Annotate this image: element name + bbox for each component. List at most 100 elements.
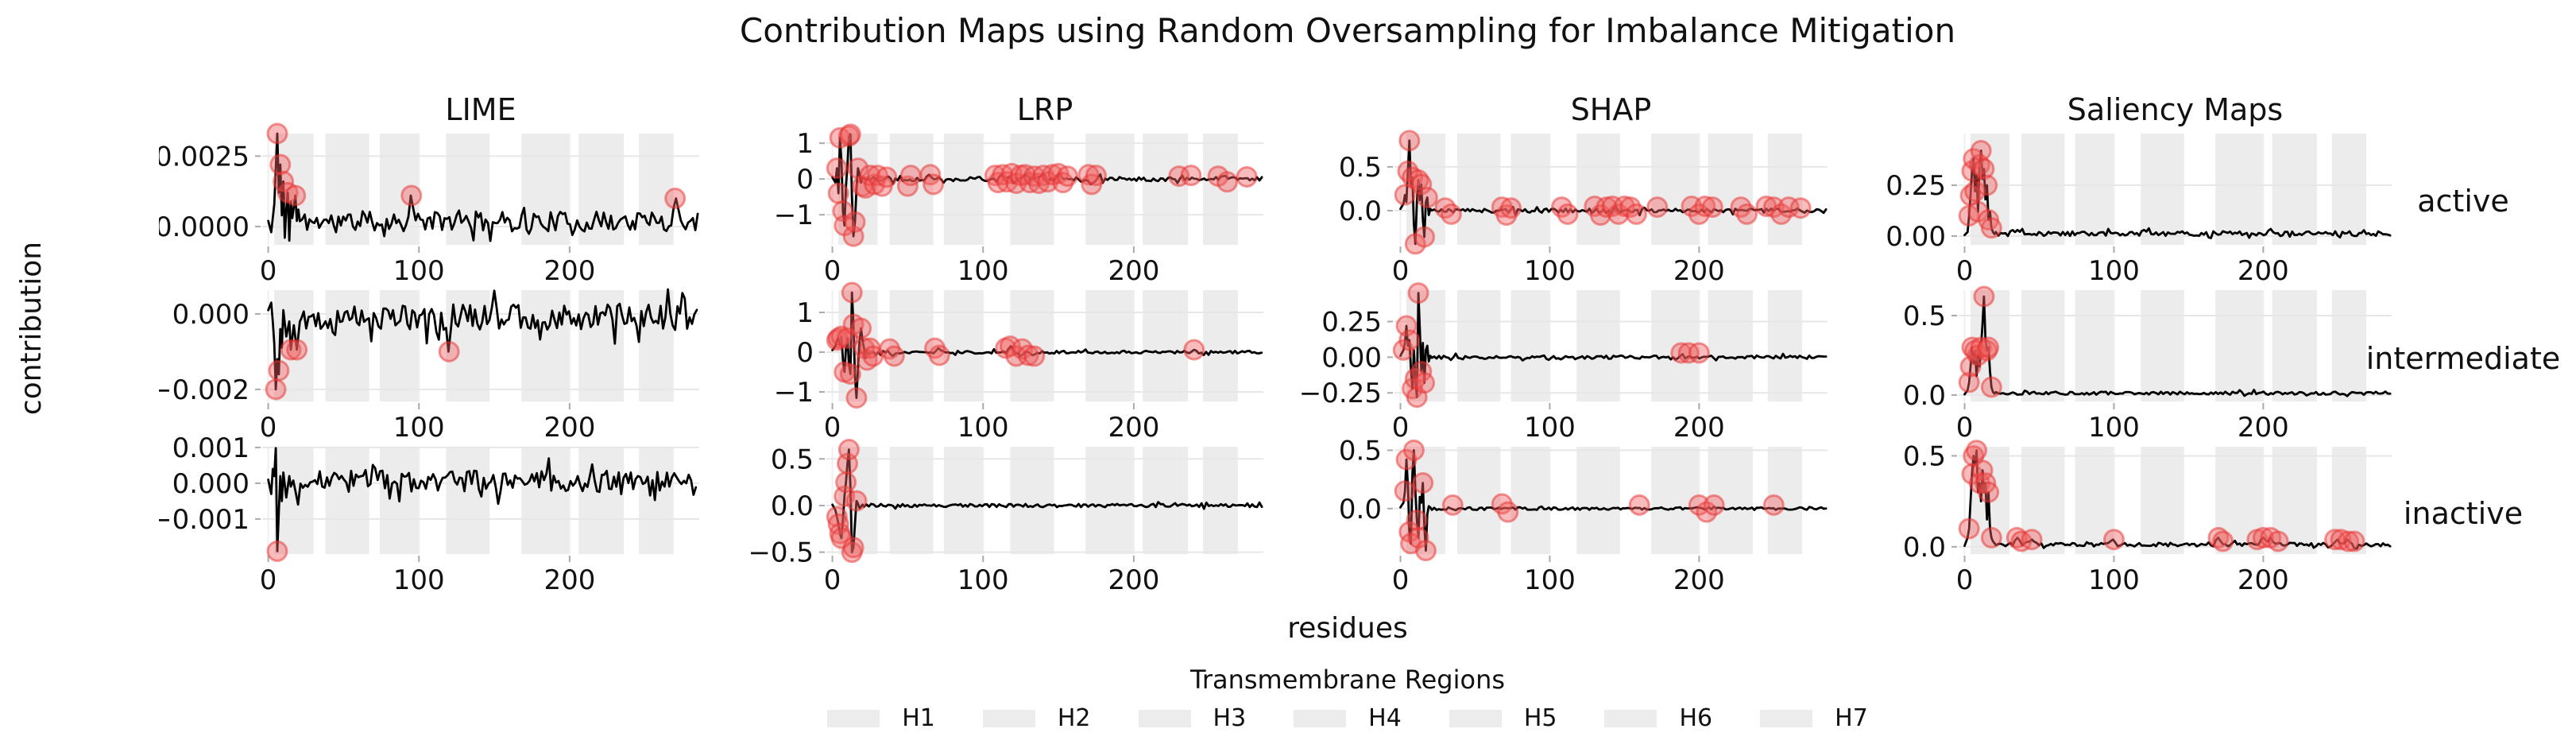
x-tick-label: 200 [2238, 255, 2289, 285]
tm-band-H7 [1767, 290, 1803, 401]
highlighted-residue-marker [827, 182, 849, 204]
tm-band-H2 [325, 447, 369, 554]
x-tick-label: 100 [1524, 412, 1576, 441]
tm-band-H7 [2331, 290, 2367, 401]
figure-title: Contribution Maps using Random Oversampl… [739, 11, 1956, 50]
y-tick-label: 0 [796, 337, 814, 369]
highlighted-residue-marker [1497, 501, 1519, 523]
tm-band-H5 [1085, 290, 1134, 401]
y-tick-label: −0.001 [159, 504, 249, 536]
x-tick-label: 200 [1673, 564, 1725, 594]
highlighted-residue-marker [1216, 171, 1238, 193]
highlighted-residue-marker [1414, 540, 1437, 562]
contribution-line [267, 447, 698, 552]
highlighted-residue-marker [266, 540, 288, 562]
highlighted-residue-marker [841, 281, 863, 304]
tm-region-swatch [1604, 709, 1657, 727]
tm-band-H3 [1510, 447, 1550, 554]
highlight-markers [265, 339, 460, 401]
legend-label: H5 [1523, 704, 1557, 732]
legend-label: H6 [1679, 704, 1713, 732]
tm-band-H2 [1456, 134, 1501, 245]
x-tick-label: 0 [1392, 255, 1410, 285]
tm-band-H3 [379, 290, 420, 401]
tm-bands [1971, 447, 2367, 554]
subplot-shap-inactive: 0 100 200 0.0 0.5 [1339, 435, 1828, 594]
tm-region-swatch [982, 709, 1035, 727]
y-tick-label: 0.00 [1886, 221, 1946, 253]
legend-item-h5: H5 [1449, 704, 1557, 732]
highlighted-residue-marker [1085, 165, 1107, 187]
highlighted-residue-marker [1406, 509, 1428, 531]
tm-bands [1406, 290, 1803, 401]
highlighted-residue-marker [1625, 203, 1647, 225]
legend-item-h3: H3 [1138, 704, 1246, 732]
tm-band-H7 [1203, 290, 1238, 401]
y-tick-label: −1 [774, 200, 814, 231]
x-tick-label: 200 [1108, 412, 1159, 441]
tm-band-H3 [943, 290, 984, 401]
contribution-line [267, 132, 699, 242]
highlighted-residue-marker [1980, 376, 2002, 398]
highlighted-residue-marker [1966, 440, 1988, 462]
legend-title: Transmembrane Regions [1189, 665, 1506, 695]
tm-band-H3 [943, 447, 984, 554]
tm-band-H3 [2075, 290, 2114, 401]
tm-band-H6 [1708, 447, 1754, 554]
tm-band-H5 [2215, 447, 2264, 554]
tm-region-swatch [1294, 709, 1347, 727]
highlighted-residue-marker [284, 184, 307, 207]
x-tick-label: 0 [1956, 564, 1974, 594]
highlighted-residue-marker [1789, 197, 1812, 219]
highlighted-residue-marker [826, 506, 848, 528]
x-tick-label: 100 [957, 412, 1009, 441]
highlighted-residue-marker [1398, 329, 1421, 351]
highlighted-residue-marker [835, 471, 857, 494]
x-tick-label: 200 [2238, 564, 2289, 594]
tm-band-H3 [2075, 447, 2114, 554]
x-tick-label: 200 [1673, 412, 1725, 441]
x-tick-label: 200 [1673, 255, 1725, 285]
highlighted-residue-marker [1557, 203, 1579, 225]
tm-band-H4 [2141, 447, 2184, 554]
tm-band-H7 [2331, 134, 2367, 245]
y-tick-label: 0.25 [1321, 306, 1382, 338]
y-tick-label: 0.0 [1339, 196, 1382, 227]
x-ticks: 0 100 200 [824, 556, 1159, 594]
subplot-saliency-maps-inactive: 0 100 200 0.0 0.5 [1903, 440, 2392, 594]
highlighted-residue-marker [280, 339, 302, 361]
tm-band-H2 [325, 290, 369, 401]
highlight-markers [1392, 282, 1710, 409]
y-ticks: −0.25 0.00 0.25 [1299, 306, 1393, 409]
highlight-markers [1394, 439, 1785, 562]
tm-bands [1971, 290, 2367, 401]
row-label-intermediate: intermediate [2365, 341, 2561, 376]
tm-band-H4 [2141, 134, 2184, 245]
x-tick-label: 100 [393, 564, 445, 594]
column-title-lime: LIME [445, 92, 516, 127]
x-tick-label: 200 [1108, 255, 1159, 285]
x-ticks: 0 100 200 [824, 403, 1159, 441]
x-tick-label: 100 [393, 412, 445, 441]
tm-band-H7 [639, 447, 674, 554]
highlighted-residue-marker [1500, 197, 1522, 219]
tm-region-swatch [1760, 709, 1813, 727]
y-tick-label: 0.00 [1321, 342, 1382, 374]
tm-band-H7 [1767, 447, 1803, 554]
highlighted-residue-marker [1971, 459, 1994, 482]
highlighted-residue-marker [1703, 494, 1725, 516]
tm-band-H4 [1576, 290, 1620, 401]
highlighted-residue-marker [268, 359, 290, 382]
x-tick-label: 100 [1524, 564, 1576, 594]
gridlines [1959, 134, 2392, 245]
highlighted-residue-marker [1694, 195, 1716, 217]
y-tick-label: 0.0 [1339, 494, 1382, 525]
x-tick-label: 100 [2088, 564, 2140, 594]
legend-label: H7 [1835, 704, 1868, 732]
highlighted-residue-marker [845, 387, 868, 409]
y-tick-label: 0.5 [1903, 300, 1946, 332]
tm-band-H2 [2021, 290, 2065, 401]
tm-band-H6 [1143, 134, 1189, 245]
y-ticks: 0.001 0.000 −0.001 [159, 434, 261, 536]
highlighted-residue-marker [839, 123, 861, 145]
